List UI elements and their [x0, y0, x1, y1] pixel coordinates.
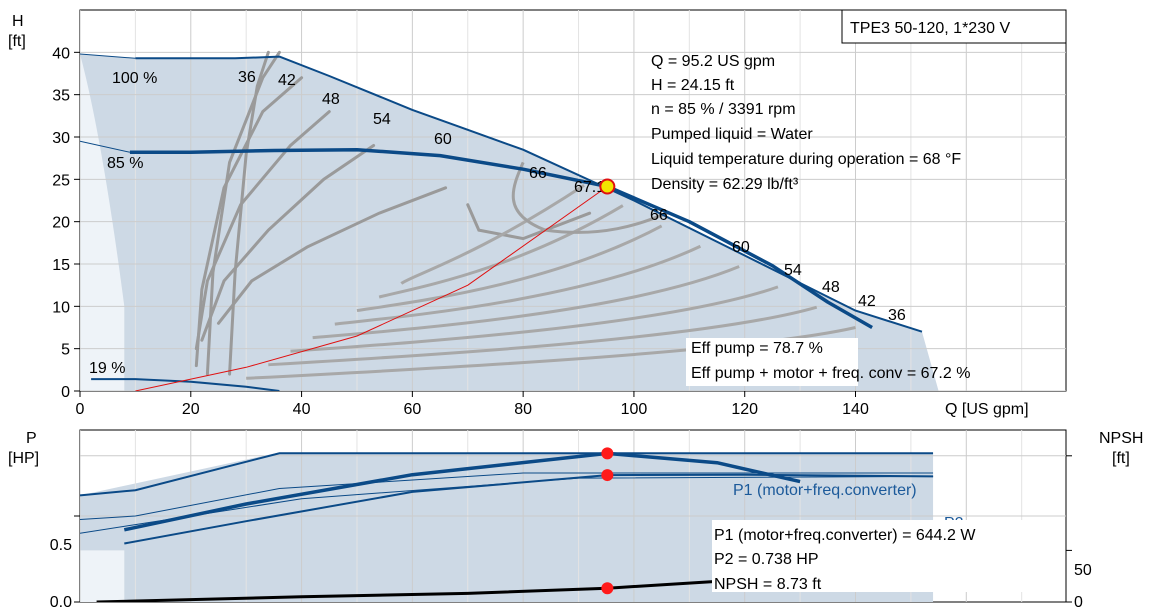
- bottom-y2label-bracket: [ft]: [1112, 450, 1130, 467]
- efficiency-contour: [378, 204, 624, 299]
- operating-point: [599, 178, 616, 195]
- info-temperature: Liquid temperature during operation = 68…: [651, 151, 961, 168]
- top-xlabel: Q [US gpm]: [945, 401, 1029, 418]
- efficiency-contour: [334, 244, 702, 326]
- operating-point-marker: [601, 469, 614, 482]
- series-label-p1: P1 (motor+freq.converter): [733, 482, 917, 499]
- info-npsh: NPSH = 8.73 ft: [714, 576, 822, 593]
- series-p2: [124, 473, 934, 545]
- eff-label: 66: [529, 165, 547, 182]
- speed-curve-19: [91, 378, 280, 391]
- eff-info-box: [686, 338, 858, 386]
- system-curve: [135, 186, 608, 391]
- y-tick-label: 0: [61, 384, 70, 401]
- y-tick-label: 20: [52, 215, 70, 232]
- bottom-ylabel-unit: P: [26, 430, 37, 447]
- efficiency-contour: [290, 285, 779, 353]
- info-density: Density = 62.29 lb/ft³: [651, 176, 799, 193]
- y2tick-label-0: 0: [1074, 594, 1083, 608]
- power-low-fill: [80, 550, 125, 602]
- eff-label: 48: [322, 91, 340, 108]
- eff-label: 60: [732, 239, 750, 256]
- power-info-box: [712, 520, 1058, 592]
- x-tick-label: 40: [293, 401, 311, 418]
- series-npsh: [96, 579, 718, 602]
- eff-label: 42: [858, 293, 876, 310]
- eff-label: 54: [373, 111, 391, 128]
- eff-label: 36: [888, 307, 906, 324]
- x-tick-label: 80: [514, 401, 532, 418]
- x-tick-label: 60: [403, 401, 421, 418]
- efficiency-contour: [194, 76, 304, 368]
- eff-label: 54: [784, 262, 802, 279]
- y-tick-label: 30: [52, 130, 70, 147]
- info-eff-pump: Eff pump = 78.7 %: [691, 340, 823, 357]
- efficiency-contour: [400, 184, 585, 285]
- info-eff-total: Eff pump + motor + freq. conv = 67.2 %: [691, 365, 970, 382]
- x-tick-label: 120: [731, 401, 758, 418]
- ytick-label-0.5: 0.5: [50, 537, 72, 554]
- speed-curve-leadin: [80, 140, 130, 153]
- p2-max-curve: [80, 472, 934, 520]
- info-liquid: Pumped liquid = Water: [651, 126, 813, 143]
- y-tick-label: 40: [52, 45, 70, 62]
- info-p1: P1 (motor+freq.converter) = 644.2 W: [714, 527, 976, 544]
- x-tick-label: 20: [182, 401, 200, 418]
- eff-label: 66: [650, 207, 668, 224]
- y-tick-label: 25: [52, 172, 70, 189]
- info-speed: n = 85 % / 3391 rpm: [651, 101, 796, 118]
- eff-label: 60: [434, 131, 452, 148]
- bottom-ylabel-bracket: [HP]: [8, 450, 39, 467]
- x-tick-label: 140: [842, 401, 869, 418]
- ytick-label-0.0: 0.0: [50, 594, 72, 608]
- speed-label-85: 85 %: [107, 155, 143, 172]
- efficiency-contour: [216, 186, 448, 325]
- speed-curve-85: [129, 147, 873, 330]
- top-ylabel-unit: H: [12, 13, 24, 30]
- title-box: [841, 9, 1067, 44]
- y2tick-label-50: 50: [1074, 562, 1092, 579]
- duty-info: Q = 95.2 US gpm H = 24.15 ft n = 85 % / …: [651, 53, 961, 193]
- series-p1: [123, 451, 801, 532]
- speed-label-19: 19 %: [89, 360, 125, 377]
- x-tick-label: 100: [621, 401, 648, 418]
- speed-label-100: 100 %: [112, 70, 157, 87]
- efficiency-contour: [268, 305, 818, 367]
- y-tick-label: 35: [52, 88, 70, 105]
- eff-label-max: 67.1: [574, 179, 605, 196]
- efficiency-contour: [312, 265, 740, 340]
- info-p2: P2 = 0.738 HP: [714, 551, 819, 568]
- y-tick-label: 10: [52, 299, 70, 316]
- efficiency-contour: [205, 50, 281, 376]
- eff-label: 48: [822, 279, 840, 296]
- y-tick-label: 5: [61, 342, 70, 359]
- bottom-y2label-unit: NPSH: [1099, 430, 1143, 447]
- eff-label: 36: [238, 69, 256, 86]
- top-ylabel-bracket: [ft]: [8, 33, 26, 50]
- info-head: H = 24.15 ft: [651, 77, 735, 94]
- operating-point-marker: [601, 582, 614, 595]
- chart-title: TPE3 50-120, 1*230 V: [850, 20, 1010, 37]
- speed-curve-leadin: [80, 53, 136, 59]
- efficiency-contour: [194, 110, 331, 351]
- efficiency-contour: [200, 143, 376, 342]
- eff-label: 42: [278, 72, 296, 89]
- power-curve-thin: [80, 475, 934, 534]
- x-tick-label: 0: [76, 401, 85, 418]
- operating-point-marker: [601, 447, 614, 460]
- efficiency-contour: [246, 326, 856, 380]
- info-flow: Q = 95.2 US gpm: [651, 53, 775, 70]
- y-tick-label: 15: [52, 257, 70, 274]
- efficiency-contour: [356, 224, 663, 313]
